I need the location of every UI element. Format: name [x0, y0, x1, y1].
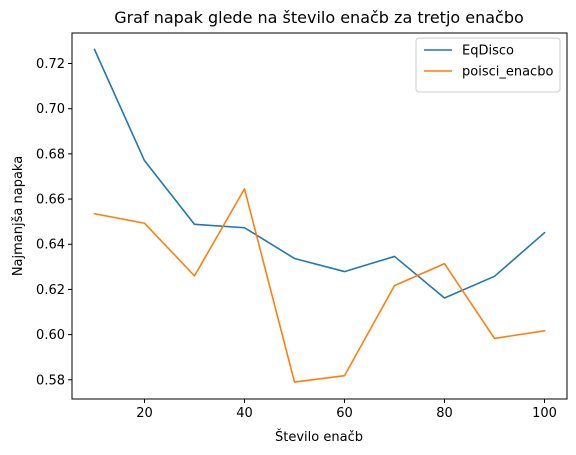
x-tick-label: 20 — [136, 406, 153, 421]
x-tick-label: 60 — [336, 406, 353, 421]
y-tick-label: 0.70 — [36, 102, 65, 117]
series-layer — [93, 48, 546, 383]
y-tick-label: 0.68 — [36, 147, 65, 162]
series-line-eqdisco — [93, 48, 546, 299]
y-tick-label: 0.60 — [36, 328, 65, 343]
legend-items: EqDisco poisci_enacbo — [424, 44, 553, 80]
x-axis-label: Število enačb — [275, 429, 363, 445]
x-tick-label: 80 — [436, 406, 453, 421]
plot-frame — [71, 32, 568, 400]
x-axis-ticks: 20 40 60 80 100 — [136, 399, 557, 421]
y-tick-label: 0.58 — [36, 373, 65, 388]
y-tick-label: 0.62 — [36, 283, 65, 298]
x-tick-label: 100 — [532, 406, 557, 421]
legend-label: poisci_enacbo — [462, 65, 553, 80]
y-tick-label: 0.72 — [36, 57, 65, 72]
y-tick-label: 0.64 — [36, 238, 65, 253]
legend-frame — [415, 37, 561, 93]
plot-area — [71, 32, 568, 400]
y-tick-label: 0.66 — [36, 193, 65, 208]
series-line-poisci-enacbo — [93, 188, 546, 383]
y-axis-label: Najmanjša napaka — [11, 156, 26, 276]
legend: EqDisco poisci_enacbo — [415, 37, 561, 93]
legend-label: EqDisco — [462, 44, 514, 59]
chart-title: Graf napak glede na število enačb za tre… — [114, 8, 524, 27]
y-axis-ticks: 0.58 0.60 0.62 0.64 0.66 0.68 0.70 0.72 — [36, 57, 72, 388]
x-tick-label: 40 — [236, 406, 253, 421]
